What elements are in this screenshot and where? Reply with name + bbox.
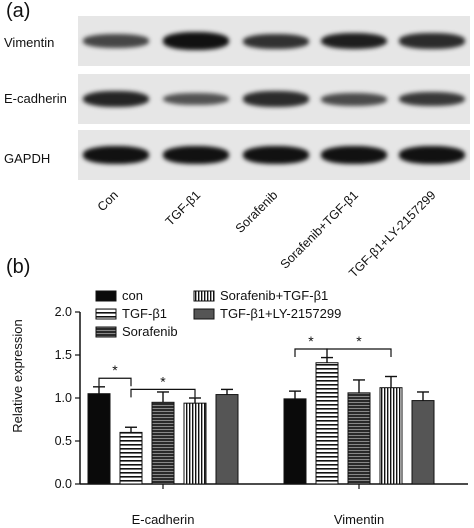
blot-band <box>83 146 149 164</box>
x-category-label: Vimentin <box>334 512 384 527</box>
significance-bracket <box>98 377 132 387</box>
significance-star: * <box>308 333 314 349</box>
bar <box>379 387 403 485</box>
legend-label: Sorafenib+TGF-β1 <box>220 288 328 303</box>
blot-band <box>163 32 229 50</box>
legend-label: TGF-β1 <box>122 306 167 321</box>
legend-label: Sorafenib <box>122 324 178 339</box>
panel-a-letter: (a) <box>6 0 31 22</box>
x-category-label: E-cadherin <box>132 512 195 527</box>
bar <box>87 393 111 485</box>
blot-band <box>321 146 387 164</box>
bar <box>347 392 371 485</box>
legend-label: con <box>122 288 143 303</box>
blot-band <box>399 146 465 164</box>
blot-band <box>83 34 149 48</box>
blot-band <box>163 92 229 106</box>
bar <box>119 431 143 485</box>
blot-band <box>399 91 465 107</box>
significance-star: * <box>356 333 362 349</box>
y-tick-label: 1.5 <box>55 348 72 362</box>
blot-strip-gapdh <box>78 130 470 180</box>
panel-b-letter: (b) <box>6 256 31 278</box>
significance-star: * <box>160 373 166 389</box>
blot-band <box>243 91 309 107</box>
legend-label: TGF-β1+LY-2157299 <box>220 306 341 321</box>
blot-label-e-cadherin: E-cadherin <box>4 91 67 106</box>
blot-band <box>83 91 149 107</box>
legend-swatch <box>193 290 215 302</box>
bar <box>315 362 339 485</box>
bar <box>411 400 435 485</box>
blot-band <box>321 32 387 50</box>
legend-swatch <box>95 326 117 338</box>
blot-label-vimentin: Vimentin <box>4 35 55 50</box>
blot-band <box>243 146 309 164</box>
blot-band <box>243 33 309 49</box>
significance-bracket <box>130 388 196 398</box>
y-tick-label: 0.5 <box>55 434 72 448</box>
blot-strip-e-cadherin <box>78 74 470 124</box>
blot-strip-vimentin <box>78 16 470 66</box>
y-tick-label: 2.0 <box>55 305 72 319</box>
y-axis-label: Relative expression <box>10 319 25 432</box>
blot-band <box>163 146 229 164</box>
bar <box>183 402 207 485</box>
legend-swatch <box>95 290 117 302</box>
significance-bracket <box>326 348 392 357</box>
significance-bracket <box>294 348 328 357</box>
bar <box>215 394 239 485</box>
bar <box>283 398 307 485</box>
blot-label-gapdh: GAPDH <box>4 151 51 166</box>
blot-band <box>321 92 387 106</box>
significance-star: * <box>112 362 118 378</box>
y-tick-label: 0.0 <box>55 477 72 491</box>
legend-swatch <box>95 308 117 320</box>
blot-band <box>399 33 465 49</box>
y-tick-label: 1.0 <box>55 391 72 405</box>
bar <box>151 401 175 485</box>
legend-swatch <box>193 308 215 320</box>
